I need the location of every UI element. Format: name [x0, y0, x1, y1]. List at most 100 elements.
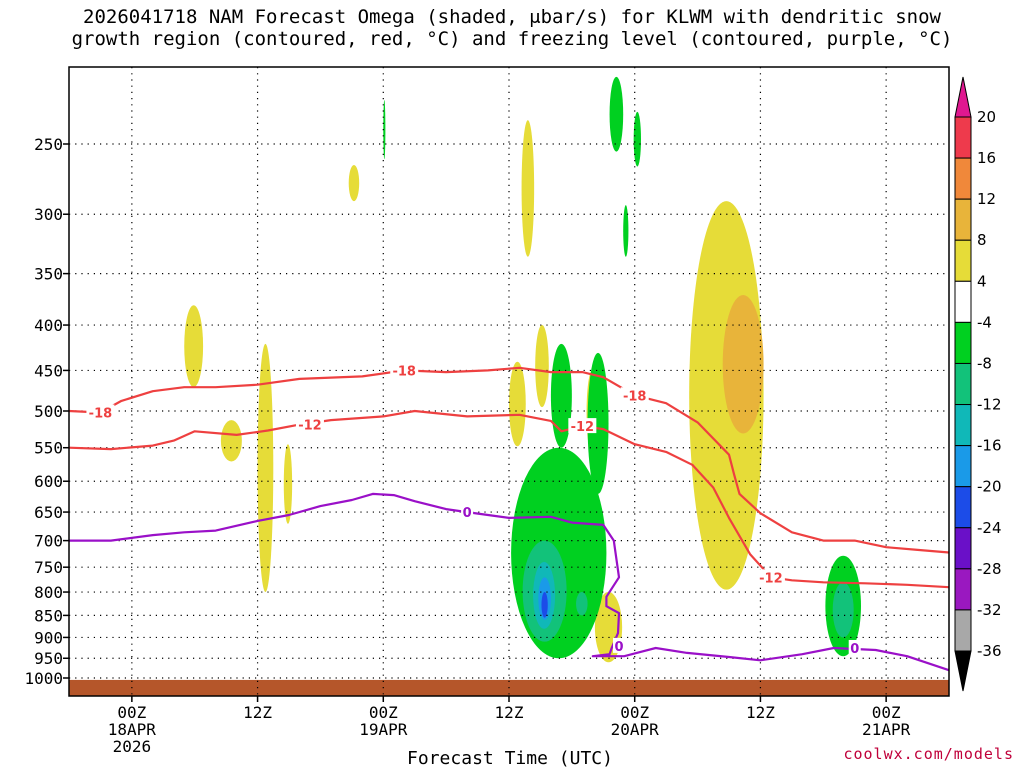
y-tick-label-700: 700: [34, 532, 63, 551]
contour-label--12-0: -12: [298, 419, 322, 434]
omega-region-6: [509, 361, 526, 447]
x-tick-label-36-1: 12Z: [495, 703, 524, 722]
contour-label--18-2: -18: [623, 389, 647, 404]
colorbar-bottom-arrow: [954, 650, 972, 692]
omega-region-15: [623, 205, 629, 257]
colorbar-segment-12: [954, 609, 972, 652]
y-tick-label-950: 950: [34, 649, 63, 668]
colorbar-top-arrow: [954, 76, 972, 118]
grid-layer: [69, 67, 949, 696]
omega-region-25: [541, 592, 548, 618]
colorbar-label-13: -36: [977, 642, 1002, 660]
x-tick-label-0-3: 2026: [113, 737, 152, 756]
contour-label-bg-0-2: [848, 639, 861, 655]
contour-label-bg--12-0: [295, 416, 324, 432]
x-tick-label-0-2: 18APR: [108, 720, 157, 739]
omega-region-1: [220, 420, 242, 462]
contour-label-0-0: 0: [463, 506, 472, 521]
x-tick-label-60-1: 12Z: [746, 703, 775, 722]
x-tick-label-24-1: 00Z: [369, 703, 398, 722]
colorbar-label-6: -8: [977, 354, 992, 372]
omega-region-5: [521, 120, 535, 257]
x-tick-label-12-1: 12Z: [243, 703, 272, 722]
chart-title: 2026041718 NAM Forecast Omega (shaded, μ…: [0, 6, 1024, 50]
colorbar-segment-2: [954, 198, 972, 241]
colorbar-label-11: -28: [977, 560, 1002, 578]
x-tick-label-72-1: 00Z: [872, 703, 901, 722]
colorbar-label-1: 16: [977, 149, 996, 167]
credit-text: coolwx.com/models: [843, 745, 1014, 763]
colorbar: 20 16 12 8 4 -4 -8 -12 -16 -20 -24 -28 -32 -36: [954, 76, 1002, 692]
y-tick-label-250: 250: [34, 135, 63, 154]
omega-region-2: [257, 343, 274, 593]
contour-label-bg--18-1: [390, 362, 419, 378]
x-tick-label-0-1: 00Z: [117, 703, 146, 722]
colorbar-label-8: -16: [977, 437, 1002, 455]
x-axis-title: Forecast Time (UTC): [407, 748, 613, 768]
omega-region-4: [348, 164, 360, 202]
contour-label--18-1: -18: [392, 364, 416, 379]
colorbar-segment-5: [954, 321, 972, 364]
colorbar-segment-7: [954, 404, 972, 447]
colorbar-segment-6: [954, 362, 972, 406]
colorbar-label-12: -32: [977, 601, 1002, 619]
y-tick-label-300: 300: [34, 205, 63, 224]
omega-region-11: [722, 295, 764, 434]
contour-label-bg--18-0: [86, 404, 115, 420]
colorbar-label-3: 8: [977, 231, 987, 249]
y-tick-label-650: 650: [34, 503, 63, 522]
colorbar-label-9: -20: [977, 478, 1002, 496]
pressure-axis: 250 300 350 400 450 500 550 600 650 700 750 800 850 9…: [24, 135, 69, 688]
colorbar-segment-4: [954, 280, 972, 323]
colorbar-label-0: 20: [977, 108, 996, 126]
chart-title-line-1: 2026041718 NAM Forecast Omega (shaded, μ…: [83, 6, 941, 28]
colorbar-segment-11: [954, 568, 972, 611]
colorbar-label-2: 12: [977, 190, 996, 208]
omega-shading-layer: [184, 76, 861, 663]
omega-region-17: [587, 352, 609, 494]
x-tick-label-72-2: 21APR: [862, 720, 911, 739]
plot-frame: [68, 66, 950, 697]
omega-region-16: [550, 343, 572, 448]
y-tick-label-500: 500: [34, 402, 63, 421]
contour-label-bg--12-2: [756, 569, 785, 585]
contour-label-bg-0-0: [461, 504, 474, 520]
colorbar-label-7: -12: [977, 396, 1002, 414]
omega-region-0: [184, 305, 204, 388]
y-tick-label-400: 400: [34, 316, 63, 335]
y-tick-label-750: 750: [34, 558, 63, 577]
omega-region-7: [535, 325, 549, 408]
colorbar-segment-10: [954, 527, 972, 570]
y-tick-label-800: 800: [34, 583, 63, 602]
contour-line-0: [69, 492, 950, 672]
x-tick-label-48-1: 00Z: [620, 703, 649, 722]
contour-label--12-2: -12: [759, 571, 783, 586]
omega-region-21: [832, 582, 854, 638]
colorbar-label-10: -24: [977, 519, 1002, 537]
contour-label-bg--12-1: [568, 418, 597, 434]
y-tick-label-450: 450: [34, 361, 63, 380]
chart-title-line-2: growth region (contoured, red, °C) and f…: [71, 28, 953, 50]
colorbar-segment-3: [954, 239, 972, 282]
omega-region-12: [383, 99, 386, 160]
contour-line--18: [68, 366, 950, 554]
omega-region-13: [609, 76, 624, 152]
colorbar-segment-8: [954, 445, 972, 488]
omega-region-22: [576, 592, 588, 616]
contour-layer: -18 -18 -18 -12 -12 -12 0 0 0: [68, 362, 950, 672]
contour-label-bg--18-2: [620, 387, 649, 403]
contour-label-0-2: 0: [850, 642, 859, 657]
colorbar-segment-9: [954, 486, 972, 529]
colorbar-segment-0: [954, 116, 972, 159]
contour-label-bg-0-1: [613, 637, 625, 653]
y-tick-label-1000: 1000: [24, 669, 63, 688]
contour-label-0-1: 0: [614, 640, 623, 655]
contour-label--18-0: -18: [89, 407, 113, 422]
omega-region-14: [633, 111, 641, 167]
colorbar-segment-1: [954, 157, 972, 200]
colorbar-label-4: 4: [977, 272, 987, 290]
y-tick-label-550: 550: [34, 439, 63, 458]
contour-line--12: [68, 409, 950, 589]
y-tick-label-850: 850: [34, 606, 63, 625]
